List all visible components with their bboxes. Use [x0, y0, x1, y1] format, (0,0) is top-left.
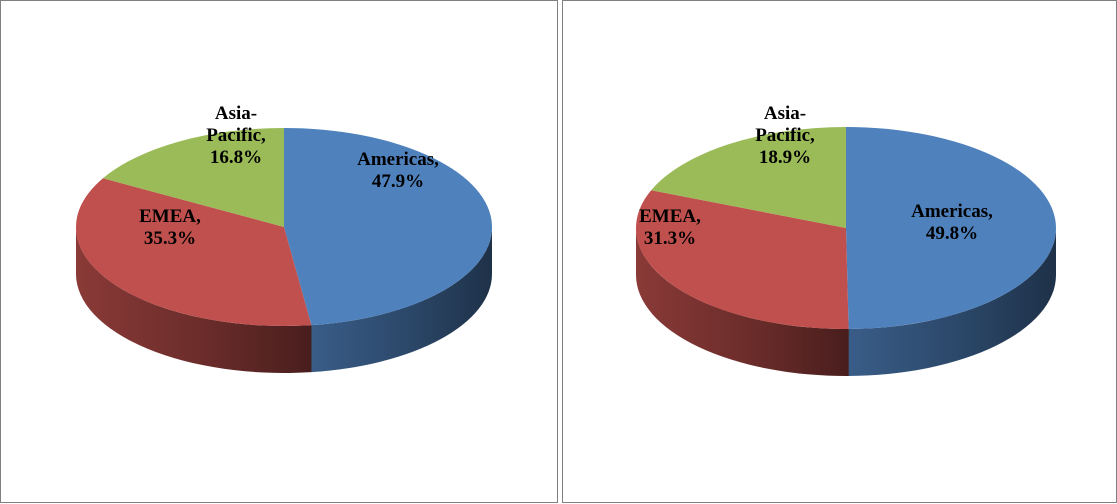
chart-panel-left: Americas, 47.9% EMEA, 35.3% Asia-Pacific, 16.…	[0, 0, 558, 503]
slice-asia-pacific	[651, 127, 846, 228]
data-label-americas: Americas, 47.9%	[357, 149, 439, 192]
slice-emea	[75, 178, 312, 326]
data-label-americas: Americas, 49.8%	[911, 201, 993, 244]
slice-side-americas	[848, 228, 1056, 376]
pie-chart-left: Americas, 47.9% EMEA, 35.3%Asia-Pacific, 16.…	[75, 103, 493, 374]
pie-chart-right: Americas, 49.8% EMEA, 31.3% Asia-Pacific, 18.…	[636, 103, 1057, 376]
slice-emea	[636, 190, 849, 329]
slice-americas	[284, 128, 493, 326]
slice-americas	[846, 127, 1057, 329]
data-label-asia-pacific: Asia-Pacific, 18.9%	[755, 103, 815, 168]
data-label-asia-pacific: Asia-Pacific, 16.8%	[206, 103, 266, 168]
chart-panel-right: Americas, 49.8% EMEA, 31.3% Asia-Pacific, 18.…	[562, 0, 1117, 503]
slice-asia-pacific	[103, 128, 285, 227]
slice-side-emea	[76, 227, 312, 374]
data-label-emea: EMEA, 35.3%	[139, 206, 201, 249]
data-label-emea: EMEA, 31.3%	[639, 206, 701, 249]
panel-gap	[558, 0, 562, 504]
slice-side-emea	[636, 228, 849, 376]
slice-side-americas	[311, 227, 493, 373]
